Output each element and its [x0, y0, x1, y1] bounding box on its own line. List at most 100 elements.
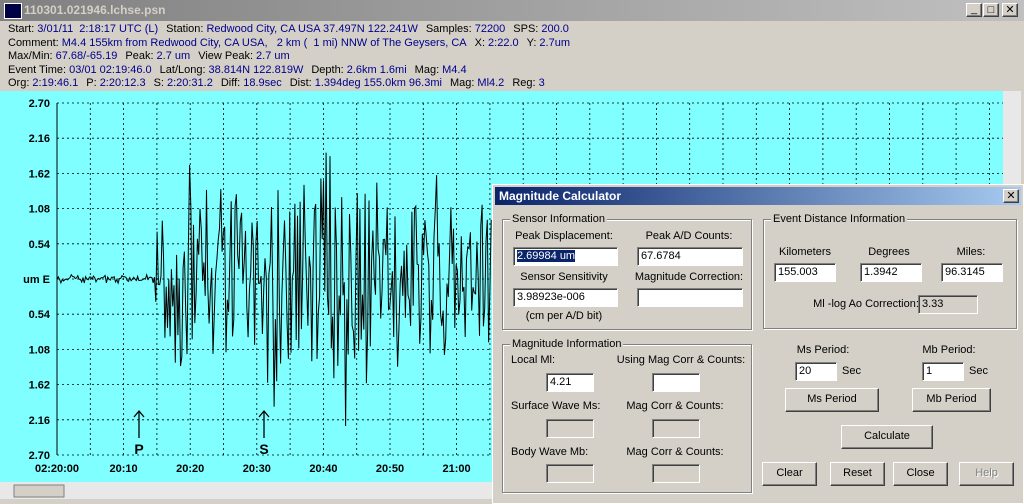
y-tick-label: 1.62	[29, 168, 50, 180]
header-label: SPS:	[513, 23, 539, 35]
title-bar: 110301.021946.lchse.psn _ □ ✕	[0, 0, 1024, 21]
button: Help	[959, 462, 1014, 486]
button[interactable]: Close	[893, 462, 948, 486]
header-line: Start: 3/01/11 2:18:17 UTC (L) Station: Red…	[8, 23, 577, 35]
h-scroll-thumb[interactable]	[13, 484, 65, 498]
field-value: 1	[926, 365, 933, 377]
header-label: Reg:	[512, 77, 536, 89]
maximize-button[interactable]: □	[983, 3, 999, 17]
dialog-title-bar: Magnitude Calculator ✕	[495, 187, 1021, 205]
header-value: 67.68/-65.19	[55, 50, 118, 62]
button[interactable]: Reset	[830, 462, 885, 486]
header-value: 38.814N 122.819W	[208, 63, 304, 76]
label: Sec	[969, 365, 988, 377]
text-field[interactable]: 2.69984 um	[513, 247, 618, 266]
text-field[interactable]: 20	[795, 362, 837, 381]
header-value: 18.9sec	[243, 77, 282, 89]
x-tick-label: 20:30	[243, 463, 271, 475]
header-value: 2.7 um	[156, 50, 191, 62]
x-tick-label: 20:40	[309, 463, 337, 475]
text-field[interactable]: 1.3942	[860, 263, 922, 282]
label: Ms Period:	[796, 344, 850, 356]
header-label: P:	[86, 77, 97, 89]
minimize-button[interactable]: _	[966, 3, 982, 17]
header-value: M4.4 155km from Redwood City, CA USA, 2 …	[61, 36, 467, 49]
button[interactable]: Calculate	[841, 425, 933, 449]
phase-marker: S	[259, 441, 268, 457]
header-label: Peak:	[125, 50, 154, 62]
header-line: Comment: M4.4 155km from Redwood City, CA…	[8, 37, 578, 49]
dialog-close[interactable]: ✕	[1003, 189, 1019, 203]
label: Magnitude Correction:	[634, 271, 744, 283]
label: Kilometers	[779, 246, 831, 258]
text-field[interactable]	[637, 288, 743, 307]
label: Mb Period:	[922, 344, 976, 356]
label: (cm per A/D bit)	[525, 310, 603, 322]
group-box: Sensor Information	[502, 213, 752, 330]
label: Sensor Sensitivity	[520, 271, 608, 283]
header-value: Redwood City, CA USA 37.497N 122.241W	[206, 23, 418, 35]
header-label: S:	[153, 77, 164, 89]
header-value: Ml4.2	[477, 77, 505, 89]
y-tick-label: 2.70	[29, 450, 50, 462]
phase-arrow	[258, 409, 270, 438]
header-label: Comment:	[8, 36, 59, 49]
header-value: 3	[538, 77, 545, 89]
header-value: 2:22.0	[488, 36, 519, 49]
y-tick-label: 2.16	[29, 133, 50, 145]
header-value: 72200	[474, 23, 506, 35]
button[interactable]: Clear	[762, 462, 817, 486]
x-tick-label: 02:20:00	[35, 463, 79, 475]
phase-marker: P	[134, 441, 143, 457]
header-line: Event Time: 03/01 02:19:46.0 Lat/Long: 38.8…	[8, 64, 475, 76]
button[interactable]: Ms Period	[785, 388, 879, 412]
header-label: X:	[474, 36, 486, 49]
header-label: Start:	[8, 23, 35, 35]
header-label: Mag:	[449, 77, 475, 89]
header-value: 2.7 um	[256, 50, 290, 62]
group-title: Sensor Information	[510, 213, 607, 225]
text-field[interactable]: 67.6784	[637, 247, 743, 266]
x-tick-label: 20:20	[176, 463, 204, 475]
close-button[interactable]: ✕	[1002, 3, 1018, 17]
label: Ml -log Ao Correction:	[813, 298, 919, 310]
text-field[interactable]: 3.98923e-006	[513, 288, 618, 307]
waveform	[56, 152, 492, 427]
header-value: 200.0	[541, 23, 569, 35]
button[interactable]: Mb Period	[912, 388, 991, 412]
group-title: Magnitude Information	[510, 338, 624, 350]
header-line: Org: 2:19:46.1 P: 2:20:12.3 S: 2:20:31.2 Diff:…	[8, 77, 553, 89]
label: Body Wave Mb:	[511, 446, 589, 458]
text-field[interactable]: 155.003	[774, 263, 836, 282]
text-field[interactable]: 4.21	[546, 373, 594, 392]
header-label: Y:	[526, 36, 537, 49]
group-box: Event Distance Information	[763, 213, 1017, 329]
y-tick-label: 0.54	[29, 239, 51, 251]
header-value: 1.394deg 155.0km 96.3mi	[314, 77, 442, 89]
label: Degrees	[868, 246, 910, 258]
header-label: Max/Min:	[8, 50, 53, 62]
text-field[interactable]	[652, 373, 700, 392]
header-label: Station:	[166, 23, 204, 35]
header-value: 2.6km 1.6mi	[346, 63, 407, 76]
header-label: Dist:	[289, 77, 312, 89]
field-value: 96.3145	[945, 266, 985, 278]
header-label: Depth:	[311, 63, 344, 76]
text-field[interactable]: 1	[922, 362, 964, 381]
group-title: Event Distance Information	[771, 213, 908, 225]
header-value: 2:19:46.1	[32, 77, 79, 89]
y-tick-label: 1.62	[29, 380, 50, 392]
header-value: 03/01 02:19:46.0	[69, 63, 152, 76]
field-value: 4.21	[550, 376, 572, 388]
text-field[interactable]: 96.3145	[941, 263, 1003, 282]
label: Miles:	[956, 246, 986, 258]
x-tick-label: 20:10	[110, 463, 138, 475]
label: Mag Corr & Counts:	[626, 400, 724, 412]
y-tick-label: 1.08	[29, 204, 50, 216]
field-value: 1.3942	[864, 266, 898, 278]
field-value: 67.6784	[641, 250, 681, 262]
header-value: 3/01/11 2:18:17 UTC (L)	[37, 23, 159, 35]
header-label: View Peak:	[198, 50, 254, 62]
phase-arrow	[133, 409, 145, 438]
